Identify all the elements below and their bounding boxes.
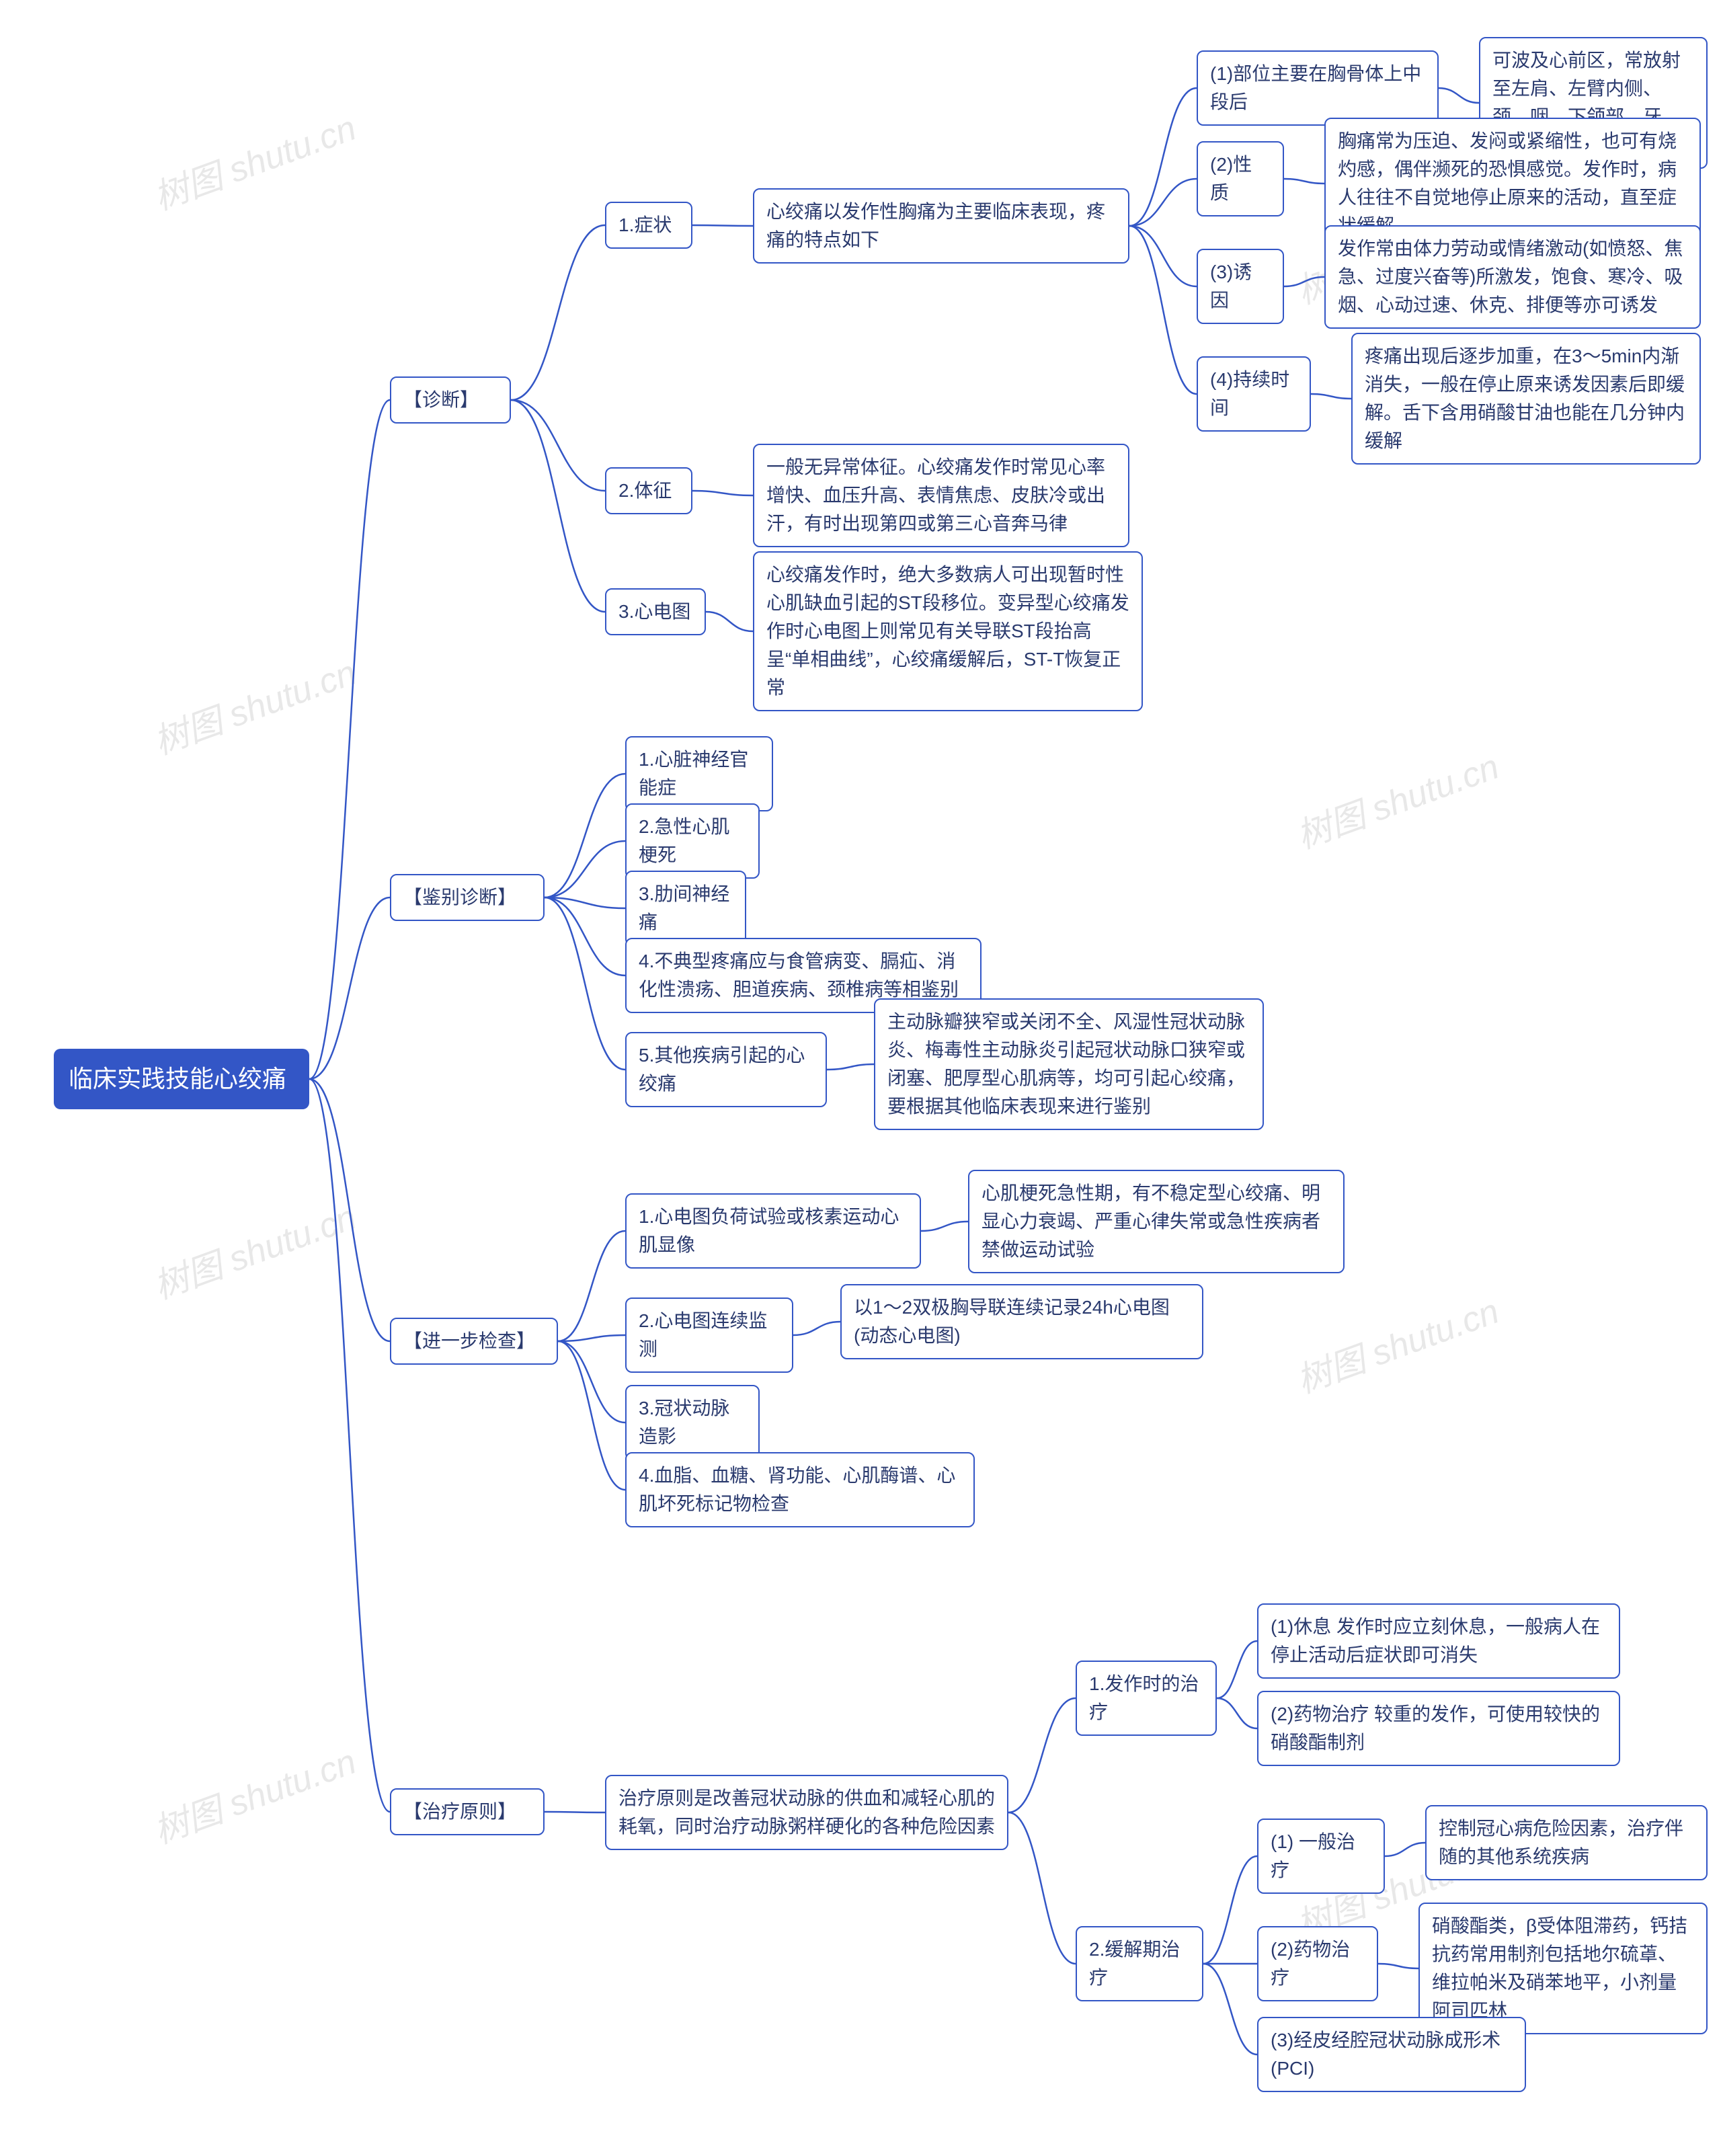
node-f3[interactable]: 3.肋间神经痛 (625, 871, 746, 946)
connector (793, 1322, 840, 1335)
connector (1385, 1843, 1425, 1856)
node-d3desc[interactable]: 心绞痛发作时，绝大多数病人可出现暂时性心肌缺血引起的ST段移位。变异型心绞痛发作… (753, 551, 1143, 711)
node-t2[interactable]: 2.缓解期治疗 (1076, 1926, 1203, 2001)
connector (1217, 1698, 1257, 1728)
node-d1[interactable]: 1.症状 (605, 202, 692, 249)
connector (921, 1222, 968, 1231)
connector (558, 1341, 625, 1490)
node-d2[interactable]: 2.体征 (605, 467, 692, 514)
connector (692, 225, 753, 226)
node-e3[interactable]: 3.冠状动脉造影 (625, 1385, 760, 1460)
connector (706, 612, 753, 631)
node-f5desc[interactable]: 主动脉瓣狭窄或关闭不全、风湿性冠状动脉炎、梅毒性主动脉炎引起冠状动脉口狭窄或闭塞… (874, 998, 1264, 1130)
connector (545, 897, 625, 1070)
node-e2[interactable]: 2.心电图连续监测 (625, 1297, 793, 1373)
node-t2a[interactable]: (1) 一般治疗 (1257, 1819, 1385, 1894)
connector (545, 897, 625, 975)
connector (1284, 277, 1324, 286)
connector (1203, 1856, 1257, 1964)
node-d1c2[interactable]: 发作常由体力劳动或情绪激动(如愤怒、焦急、过度兴奋等)所激发，饱食、寒冷、吸烟、… (1324, 225, 1701, 329)
root-node[interactable]: 临床实践技能心绞痛 (54, 1049, 309, 1109)
connector (1008, 1812, 1076, 1964)
connector (511, 400, 605, 491)
connector (309, 897, 390, 1079)
node-e1[interactable]: 1.心电图负荷试验或核素运动心肌显像 (625, 1193, 921, 1269)
connector (1008, 1698, 1076, 1812)
connector (1217, 1641, 1257, 1698)
connector (1129, 226, 1197, 286)
connector (827, 1064, 874, 1070)
connector (511, 225, 605, 400)
connector (1311, 394, 1351, 399)
connector (545, 774, 625, 897)
connector (309, 1079, 390, 1812)
node-f5[interactable]: 5.其他疾病引起的心绞痛 (625, 1032, 827, 1107)
node-treat[interactable]: 【治疗原则】 (390, 1788, 545, 1835)
node-d1a[interactable]: (1)部位主要在胸骨体上中段后 (1197, 50, 1439, 126)
node-e2desc[interactable]: 以1～2双极胸导联连续记录24h心电图(动态心电图) (840, 1284, 1203, 1359)
node-t2b2[interactable]: 硝酸酯类，β受体阻滞药，钙拮抗药常用制剂包括地尔硫䓬、维拉帕米及硝苯地平，小剂量… (1418, 1903, 1708, 2034)
connector (309, 1079, 390, 1341)
connector (1129, 88, 1197, 226)
node-f2[interactable]: 2.急性心肌梗死 (625, 803, 760, 879)
node-diag[interactable]: 【诊断】 (390, 376, 511, 424)
node-d1d[interactable]: (4)持续时间 (1197, 356, 1311, 432)
node-e1desc[interactable]: 心肌梗死急性期，有不稳定型心绞痛、明显心力衰竭、严重心律失常或急性疾病者禁做运动… (968, 1170, 1345, 1273)
node-t1b[interactable]: (2)药物治疗 较重的发作，可使用较快的硝酸酯制剂 (1257, 1691, 1620, 1766)
connector (1203, 1964, 1257, 2054)
node-d3[interactable]: 3.心电图 (605, 588, 706, 635)
connector (1439, 88, 1479, 103)
connector (1129, 179, 1197, 226)
node-t1a[interactable]: (1)休息 发作时应立刻休息，一般病人在停止活动后症状即可消失 (1257, 1603, 1620, 1679)
connector (1378, 1964, 1418, 1968)
node-t0[interactable]: 治疗原则是改善冠状动脉的供血和减轻心肌的耗氧，同时治疗动脉粥样硬化的各种危险因素 (605, 1775, 1008, 1850)
node-t2a2[interactable]: 控制冠心病危险因素，治疗伴随的其他系统疾病 (1425, 1805, 1708, 1880)
connector (558, 1335, 625, 1341)
connector (558, 1231, 625, 1341)
node-f1[interactable]: 1.心脏神经官能症 (625, 736, 773, 811)
connector (511, 400, 605, 612)
connector (545, 897, 625, 908)
node-t2c[interactable]: (3)经皮经腔冠状动脉成形术(PCI) (1257, 2017, 1526, 2092)
connector (1284, 179, 1324, 184)
node-d1desc[interactable]: 心绞痛以发作性胸痛为主要临床表现，疼痛的特点如下 (753, 188, 1129, 264)
node-t2b[interactable]: (2)药物治疗 (1257, 1926, 1378, 2001)
connector (692, 491, 753, 495)
node-e4[interactable]: 4.血脂、血糖、肾功能、心肌酶谱、心肌坏死标记物检查 (625, 1452, 975, 1527)
connector (309, 400, 390, 1079)
node-t1[interactable]: 1.发作时的治疗 (1076, 1661, 1217, 1736)
node-d1b[interactable]: (2)性质 (1197, 141, 1284, 216)
mindmap-stage: 临床实践技能心绞痛 【诊断】【鉴别诊断】【进一步检查】【治疗原则】 1.症状 心绞痛以… (0, 0, 1721, 2156)
connector (1129, 226, 1197, 394)
node-d1d2[interactable]: 疼痛出现后逐步加重，在3～5min内渐消失，一般在停止原来诱发因素后即缓解。舌下… (1351, 333, 1701, 465)
node-d1c[interactable]: (3)诱因 (1197, 249, 1284, 324)
node-d2desc[interactable]: 一般无异常体征。心绞痛发作时常见心率增快、血压升高、表情焦虑、皮肤冷或出汗，有时… (753, 444, 1129, 547)
connector (545, 841, 625, 897)
connector (558, 1341, 625, 1423)
node-diff[interactable]: 【鉴别诊断】 (390, 874, 545, 921)
node-exam[interactable]: 【进一步检查】 (390, 1318, 558, 1365)
